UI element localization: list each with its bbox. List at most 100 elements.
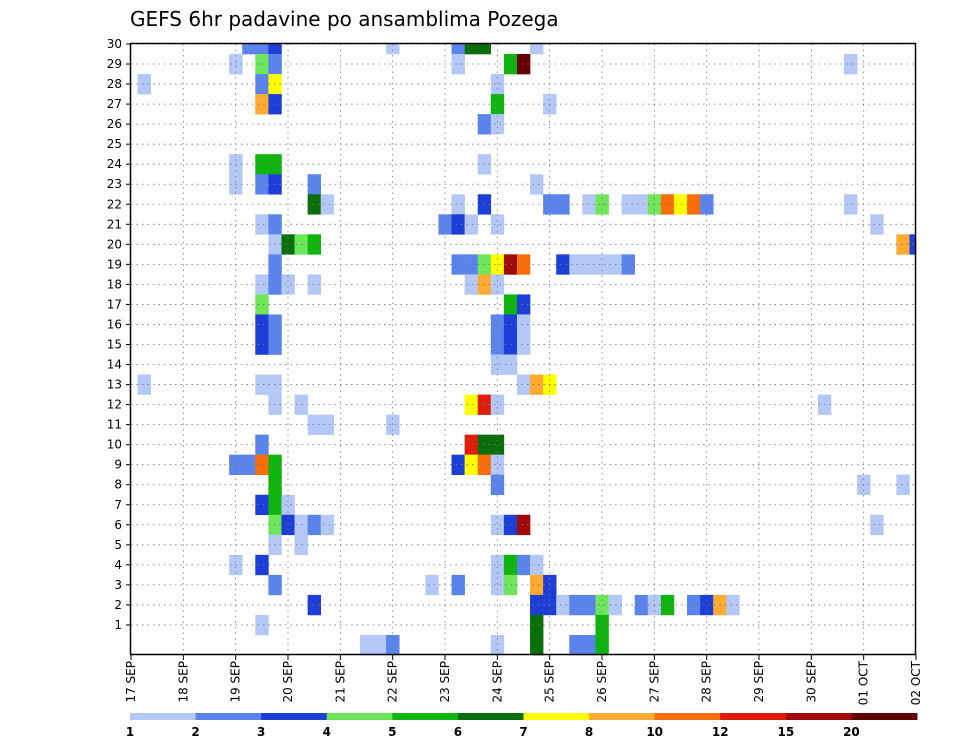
heatmap-cell: [516, 374, 531, 395]
heatmap-cell: [726, 594, 740, 616]
heatmap-cell: [595, 634, 609, 656]
heatmap-cell: [451, 454, 465, 475]
y-tick-label: 13: [107, 378, 122, 392]
y-tick-label: 11: [107, 418, 122, 432]
heatmap-cell: [621, 254, 636, 275]
heatmap-cell: [255, 334, 269, 355]
colorbar-swatch: [654, 713, 721, 720]
y-tick-label: 9: [114, 458, 122, 472]
y-tick-label: 24: [107, 157, 122, 171]
colorbar-label: 12: [712, 725, 729, 739]
heatmap-cell: [255, 74, 269, 95]
colorbar-label: 8: [585, 725, 593, 739]
heatmap-cell: [660, 194, 675, 215]
heatmap-cell: [673, 194, 688, 215]
heatmap-cell: [634, 594, 649, 616]
heatmap-cell: [255, 214, 269, 235]
y-tick-label: 26: [107, 117, 122, 131]
heatmap-cell: [281, 494, 295, 516]
heatmap-cell: [307, 174, 322, 195]
colorbar-swatch: [130, 713, 196, 720]
heatmap-cell: [516, 54, 531, 75]
heatmap-cell: [242, 454, 256, 475]
x-tick-label: 24 SEP: [490, 661, 504, 703]
heatmap-cell: [595, 614, 609, 636]
x-tick-label: 29 SEP: [752, 661, 766, 703]
y-tick-label: 5: [114, 538, 122, 552]
x-axis: 17 SEP 18 SEP 19 SEP 20 SEP 21 SEP 22 SEP 23 S…: [124, 655, 923, 705]
colorbar-swatch: [457, 713, 524, 720]
colorbar-swatch: [261, 713, 328, 720]
heatmap-cell: [464, 454, 479, 475]
heatmap-cell: [137, 74, 151, 95]
colorbar-swatch: [392, 713, 459, 720]
heatmap-cell: [687, 594, 701, 616]
y-tick-label: 2: [114, 598, 122, 612]
y-tick-label: 23: [107, 177, 122, 191]
colorbar-label: 3: [257, 725, 265, 739]
heatmap-cell: [320, 194, 335, 215]
heatmap-cell: [464, 44, 479, 55]
heatmap-cell: [490, 334, 505, 355]
heatmap-cell: [530, 574, 544, 596]
heatmap-cell: [137, 374, 151, 395]
heatmap-cell: [255, 434, 269, 455]
heatmap-cell: [516, 254, 531, 275]
heatmap-cell: [530, 374, 544, 395]
heatmap-cell: [386, 44, 400, 55]
heatmap-cell: [490, 94, 505, 115]
heatmap-cell: [294, 394, 308, 415]
heatmap-cell: [870, 214, 884, 235]
heatmap-cell: [255, 94, 269, 115]
colorbar-label: 10: [646, 725, 663, 739]
x-tick-label: 25 SEP: [543, 661, 557, 703]
y-tick-label: 8: [114, 478, 122, 492]
y-tick-label: 25: [107, 137, 122, 151]
heatmap-cell: [255, 614, 269, 636]
heatmap-cell: [359, 634, 374, 656]
heatmap-cell: [255, 54, 269, 75]
heatmap-cell: [582, 634, 596, 656]
heatmap-cell: [477, 44, 492, 55]
y-tick-label: 28: [107, 77, 122, 91]
heatmap-cell: [281, 274, 295, 295]
x-tick-label: 26 SEP: [595, 661, 609, 703]
heatmap-cell: [268, 44, 282, 55]
heatmap-cell: [582, 194, 596, 215]
heatmap-cell: [255, 174, 269, 195]
heatmap-cell: [451, 574, 465, 596]
x-tick-label: 17 SEP: [124, 661, 138, 703]
colorbar-swatch: [523, 713, 590, 720]
heatmap-cell: [490, 574, 505, 596]
heatmap-cell: [582, 594, 596, 616]
heatmap-cell: [464, 434, 479, 455]
heatmap-cell: [490, 74, 505, 95]
y-tick-label: 19: [107, 257, 122, 271]
heatmap-cell: [687, 194, 701, 215]
heatmap-cell: [451, 44, 465, 55]
heatmap-cell: [255, 494, 269, 516]
heatmap-cell: [490, 274, 505, 295]
y-tick-label: 20: [107, 237, 122, 251]
heatmap-cell: [870, 514, 884, 536]
heatmap-cell: [451, 214, 465, 235]
colorbar-swatch: [589, 713, 656, 720]
heatmap-cell: [464, 394, 479, 415]
colorbar-label: 20: [843, 725, 860, 739]
y-tick-label: 21: [107, 217, 122, 231]
heatmap-cell: [556, 254, 570, 275]
x-tick-label: 18 SEP: [176, 661, 190, 703]
heatmap-cell: [516, 514, 531, 536]
heatmap-cell: [490, 394, 505, 415]
heatmap-cell: [255, 374, 269, 395]
heatmap-cell: [425, 574, 439, 596]
heatmap-cell: [490, 354, 505, 375]
colorbar-swatch: [851, 713, 918, 720]
x-tick-label: 02 OCT: [909, 660, 923, 705]
heatmap-cell: [490, 434, 505, 455]
heatmap-cell: [320, 514, 335, 536]
x-tick-label: 23 SEP: [438, 661, 452, 703]
heatmap-cell: [307, 594, 322, 616]
plot-frame: [129, 42, 917, 656]
